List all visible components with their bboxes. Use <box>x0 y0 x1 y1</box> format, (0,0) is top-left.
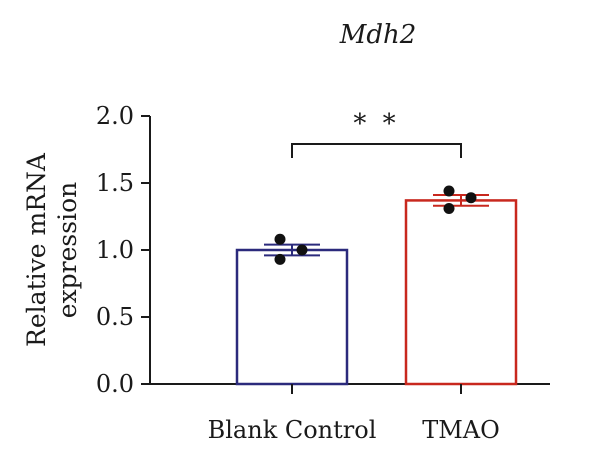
x-tick-label: Blank Control <box>208 416 377 444</box>
chart-title: Mdh2 <box>339 20 417 50</box>
y-tick-label: 0.0 <box>96 370 134 398</box>
significance-bracket <box>291 143 462 158</box>
y-tick-label: 1.5 <box>96 169 134 197</box>
y-axis-title-line-1: Relative mRNA <box>22 152 51 347</box>
y-tick-label: 2.0 <box>96 102 134 130</box>
data-point <box>465 192 477 204</box>
data-point <box>274 233 286 245</box>
y-tick-label: 1.0 <box>96 236 134 264</box>
data-point <box>443 202 455 214</box>
significance-label: * * <box>353 109 399 139</box>
bar <box>235 248 349 386</box>
y-axis-ticks: 0.0 0.5 1.0 1.5 2.0 <box>96 102 150 398</box>
y-axis-title: Relative mRNA expression <box>22 152 82 347</box>
x-axis-ticks: Blank Control TMAO <box>208 384 500 444</box>
data-point <box>274 253 286 265</box>
significance-annotation: * * <box>291 109 462 158</box>
data-point <box>443 185 455 197</box>
y-axis-title-line-2: expression <box>53 182 82 318</box>
bars <box>235 185 518 386</box>
x-tick-label: TMAO <box>422 416 500 444</box>
y-tick-label: 0.5 <box>96 303 134 331</box>
data-point <box>296 244 308 256</box>
bar <box>404 199 518 386</box>
